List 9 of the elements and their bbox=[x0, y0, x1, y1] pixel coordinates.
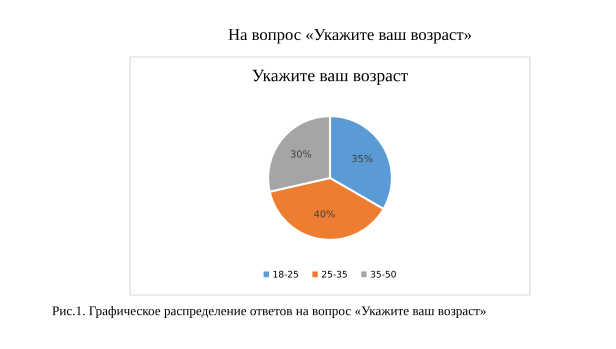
legend-label: 35-50 bbox=[370, 270, 396, 278]
legend-label: 18-25 bbox=[274, 270, 298, 278]
data-label: 35% bbox=[352, 154, 372, 162]
text: Рис.1. Графическое распределение ответов на вопрос «Укажите ваш возраст» bbox=[52, 306, 486, 318]
data-label: 40% bbox=[314, 210, 335, 218]
data-label: 30% bbox=[290, 150, 312, 158]
legend-label: 25-35 bbox=[322, 270, 347, 278]
chart-title: Укажите ваш возраст bbox=[252, 70, 408, 85]
text: На вопрос «Укажите ваш возраст» bbox=[228, 29, 472, 44]
